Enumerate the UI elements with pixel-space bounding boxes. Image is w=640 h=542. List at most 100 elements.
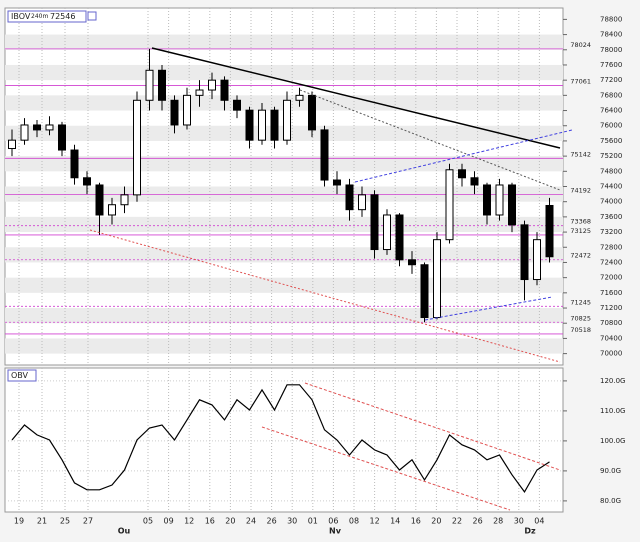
legend-box [7,369,37,382]
candle-body [145,69,154,101]
x-tick-label: 26 [473,517,483,526]
candle-body [8,139,16,150]
obv-title: OBV [11,371,29,380]
candle-body [308,94,316,131]
candle-body [33,124,41,131]
channel-line [424,296,553,321]
candle-body [270,109,279,141]
candle-body [533,239,541,281]
y-tick-label: 74400 [600,183,622,191]
y-tick-label: 76400 [600,107,622,115]
candle-body [358,194,366,211]
candle-body [295,94,304,101]
candle-body [133,99,141,196]
y-tick-label: 71600 [600,289,622,297]
obv-line [11,384,550,494]
grid-band [5,34,563,50]
y-tick-label: 76800 [600,91,622,99]
candle-body [220,79,229,101]
candle-body [470,177,479,186]
x-tick-label: 04 [534,517,544,526]
x-tick-label: 27 [83,517,93,526]
y-tick-label: 70400 [600,334,622,342]
x-tick-label: 12 [370,517,380,526]
y-tick-label: 78000 [600,46,622,54]
x-tick-label: 06 [328,517,338,526]
y-tick-label: 77600 [600,61,622,69]
candle-body [208,79,216,91]
x-tick-label: 22 [452,517,462,526]
candle-body [483,184,491,216]
last-price: 72546 [50,12,75,21]
candle-body [158,69,166,101]
x-tick-label: 19 [14,517,24,526]
close-button[interactable] [87,11,97,21]
y-tick-label: 80.0G [600,497,621,505]
y-tick-label: 73600 [600,213,622,221]
y-tick-label: 72000 [600,274,622,282]
candle-body [395,214,404,261]
x-tick-label: 01 [308,517,318,526]
x-tick-label: 16 [205,517,215,526]
level-label: 73368 [570,218,591,226]
bands [5,34,563,354]
grid-band [5,338,563,354]
x-tick-label: 20 [225,517,235,526]
grid [5,8,563,512]
x-tick-label: 09 [164,517,174,526]
y-tick-label: 74000 [600,198,622,206]
y-tick-label: 100.0G [600,437,625,445]
y-tick-label: 110.0G [600,407,625,415]
level-label: 72472 [570,252,591,260]
level-label: 73125 [570,227,591,235]
x-tick-label: 30 [287,517,297,526]
candle-body [320,129,329,181]
y-tick-label: 78800 [600,15,622,23]
y-tick-label: 74800 [600,167,622,175]
candle-body [458,169,466,179]
level-label: 78024 [570,41,591,49]
candle-body [508,184,516,226]
month-label: Dz [524,527,536,536]
x-tick-label: 05 [143,517,153,526]
interval: 240m [31,13,48,20]
symbol: IBOV [11,12,31,21]
candle-body [345,184,354,211]
level-label: 70825 [570,314,591,322]
grid-band [5,216,563,233]
x-tick-label: 25 [60,517,70,526]
x-tick-label: 20 [431,517,441,526]
x-tick-label: 30 [514,517,524,526]
candle-body [58,124,66,151]
candle-body [333,179,341,186]
candle-body [70,149,79,179]
y-tick-label: 90.0G [600,467,621,475]
candle-body [170,99,179,126]
candle-body [108,204,116,216]
trend-line [299,89,561,191]
trend-line [89,229,561,363]
level-label: 70518 [570,326,591,334]
y-tick-label: 76000 [600,122,622,130]
candle-body [408,259,416,266]
candle-body [183,94,191,126]
y-tick-label: 75600 [600,137,622,145]
legend-box [7,10,87,23]
candle-body [520,224,529,281]
y-tick-label: 73200 [600,228,622,236]
x-tick-label: 12 [184,517,194,526]
candle-body [233,99,241,111]
y-tick-label: 120.0G [600,377,625,385]
candle-body [95,184,104,216]
level-label: 77061 [570,77,591,85]
candle-body [20,124,29,141]
y-tick-label: 77200 [600,76,622,84]
x-tick-label: 14 [390,517,400,526]
channel-line [354,129,573,183]
candle-body [383,214,391,251]
y-tick-label: 72800 [600,243,622,251]
candle-body [445,169,454,241]
x-tick-label: 21 [37,517,47,526]
month-label: Nv [329,527,342,536]
